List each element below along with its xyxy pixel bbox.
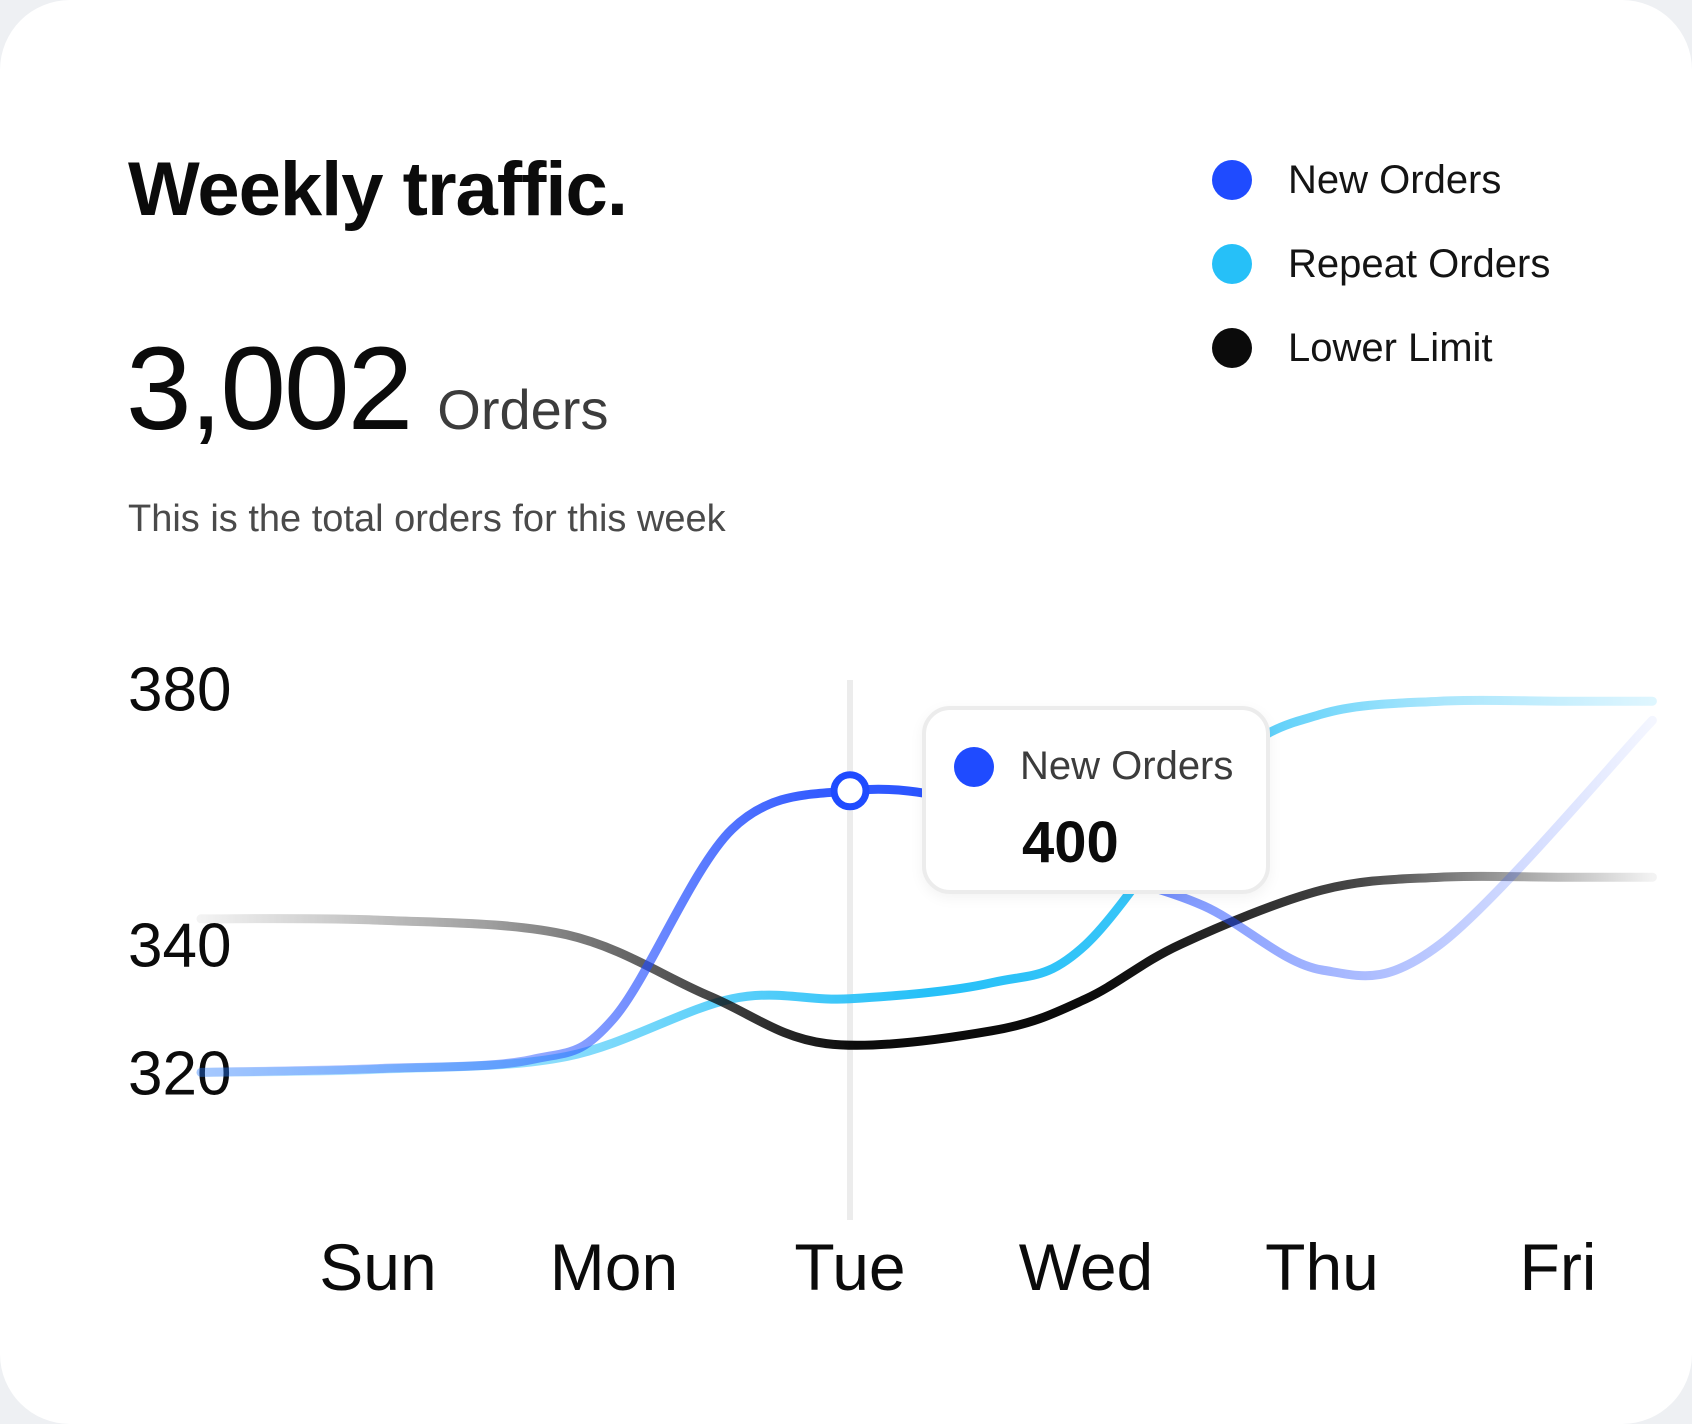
legend-label: Repeat Orders xyxy=(1288,241,1551,286)
series-line-new-orders[interactable] xyxy=(196,715,1657,1077)
card-title: Weekly traffic. xyxy=(128,147,628,232)
tooltip-dot-icon xyxy=(954,746,994,787)
x-tick-label-thu: Thu xyxy=(1265,1230,1379,1304)
tooltip-value: 400 xyxy=(1022,810,1119,875)
series-layer xyxy=(196,695,1657,1077)
tooltip-header: New Orders xyxy=(954,744,1233,789)
legend-label: New Orders xyxy=(1288,157,1502,202)
card-subtitle: This is the total orders for this week xyxy=(128,498,726,540)
chart-tooltip: New Orders 400 xyxy=(922,706,1270,894)
legend-dot-icon xyxy=(1212,244,1252,284)
tooltip-label: New Orders xyxy=(1020,744,1234,788)
x-tick-label-fri: Fri xyxy=(1520,1230,1597,1304)
chart-legend: New Orders Repeat Orders Lower Limit xyxy=(1212,138,1550,390)
legend-item-new-orders[interactable]: New Orders xyxy=(1212,138,1550,222)
legend-dot-icon xyxy=(1212,328,1252,368)
x-tick-label-wed: Wed xyxy=(1019,1230,1154,1304)
x-axis: Sun Mon Tue Wed Thu Fri xyxy=(319,1230,1596,1304)
x-tick-label-tue: Tue xyxy=(794,1230,905,1304)
y-tick-label: 380 xyxy=(128,655,231,724)
series-line-lower-limit[interactable] xyxy=(196,871,1657,1050)
highlight-point-marker[interactable] xyxy=(830,771,870,811)
marker-layer xyxy=(830,771,870,811)
x-tick-label-sun: Sun xyxy=(319,1230,436,1304)
total-orders: 3,002 Orders xyxy=(126,330,608,448)
legend-item-lower-limit[interactable]: Lower Limit xyxy=(1212,306,1550,390)
x-tick-label-mon: Mon xyxy=(550,1230,678,1304)
legend-label: Lower Limit xyxy=(1288,325,1493,370)
total-orders-unit: Orders xyxy=(437,378,609,441)
legend-item-repeat-orders[interactable]: Repeat Orders xyxy=(1212,222,1550,306)
legend-dot-icon xyxy=(1212,160,1252,200)
total-orders-value: 3,002 xyxy=(126,323,413,455)
